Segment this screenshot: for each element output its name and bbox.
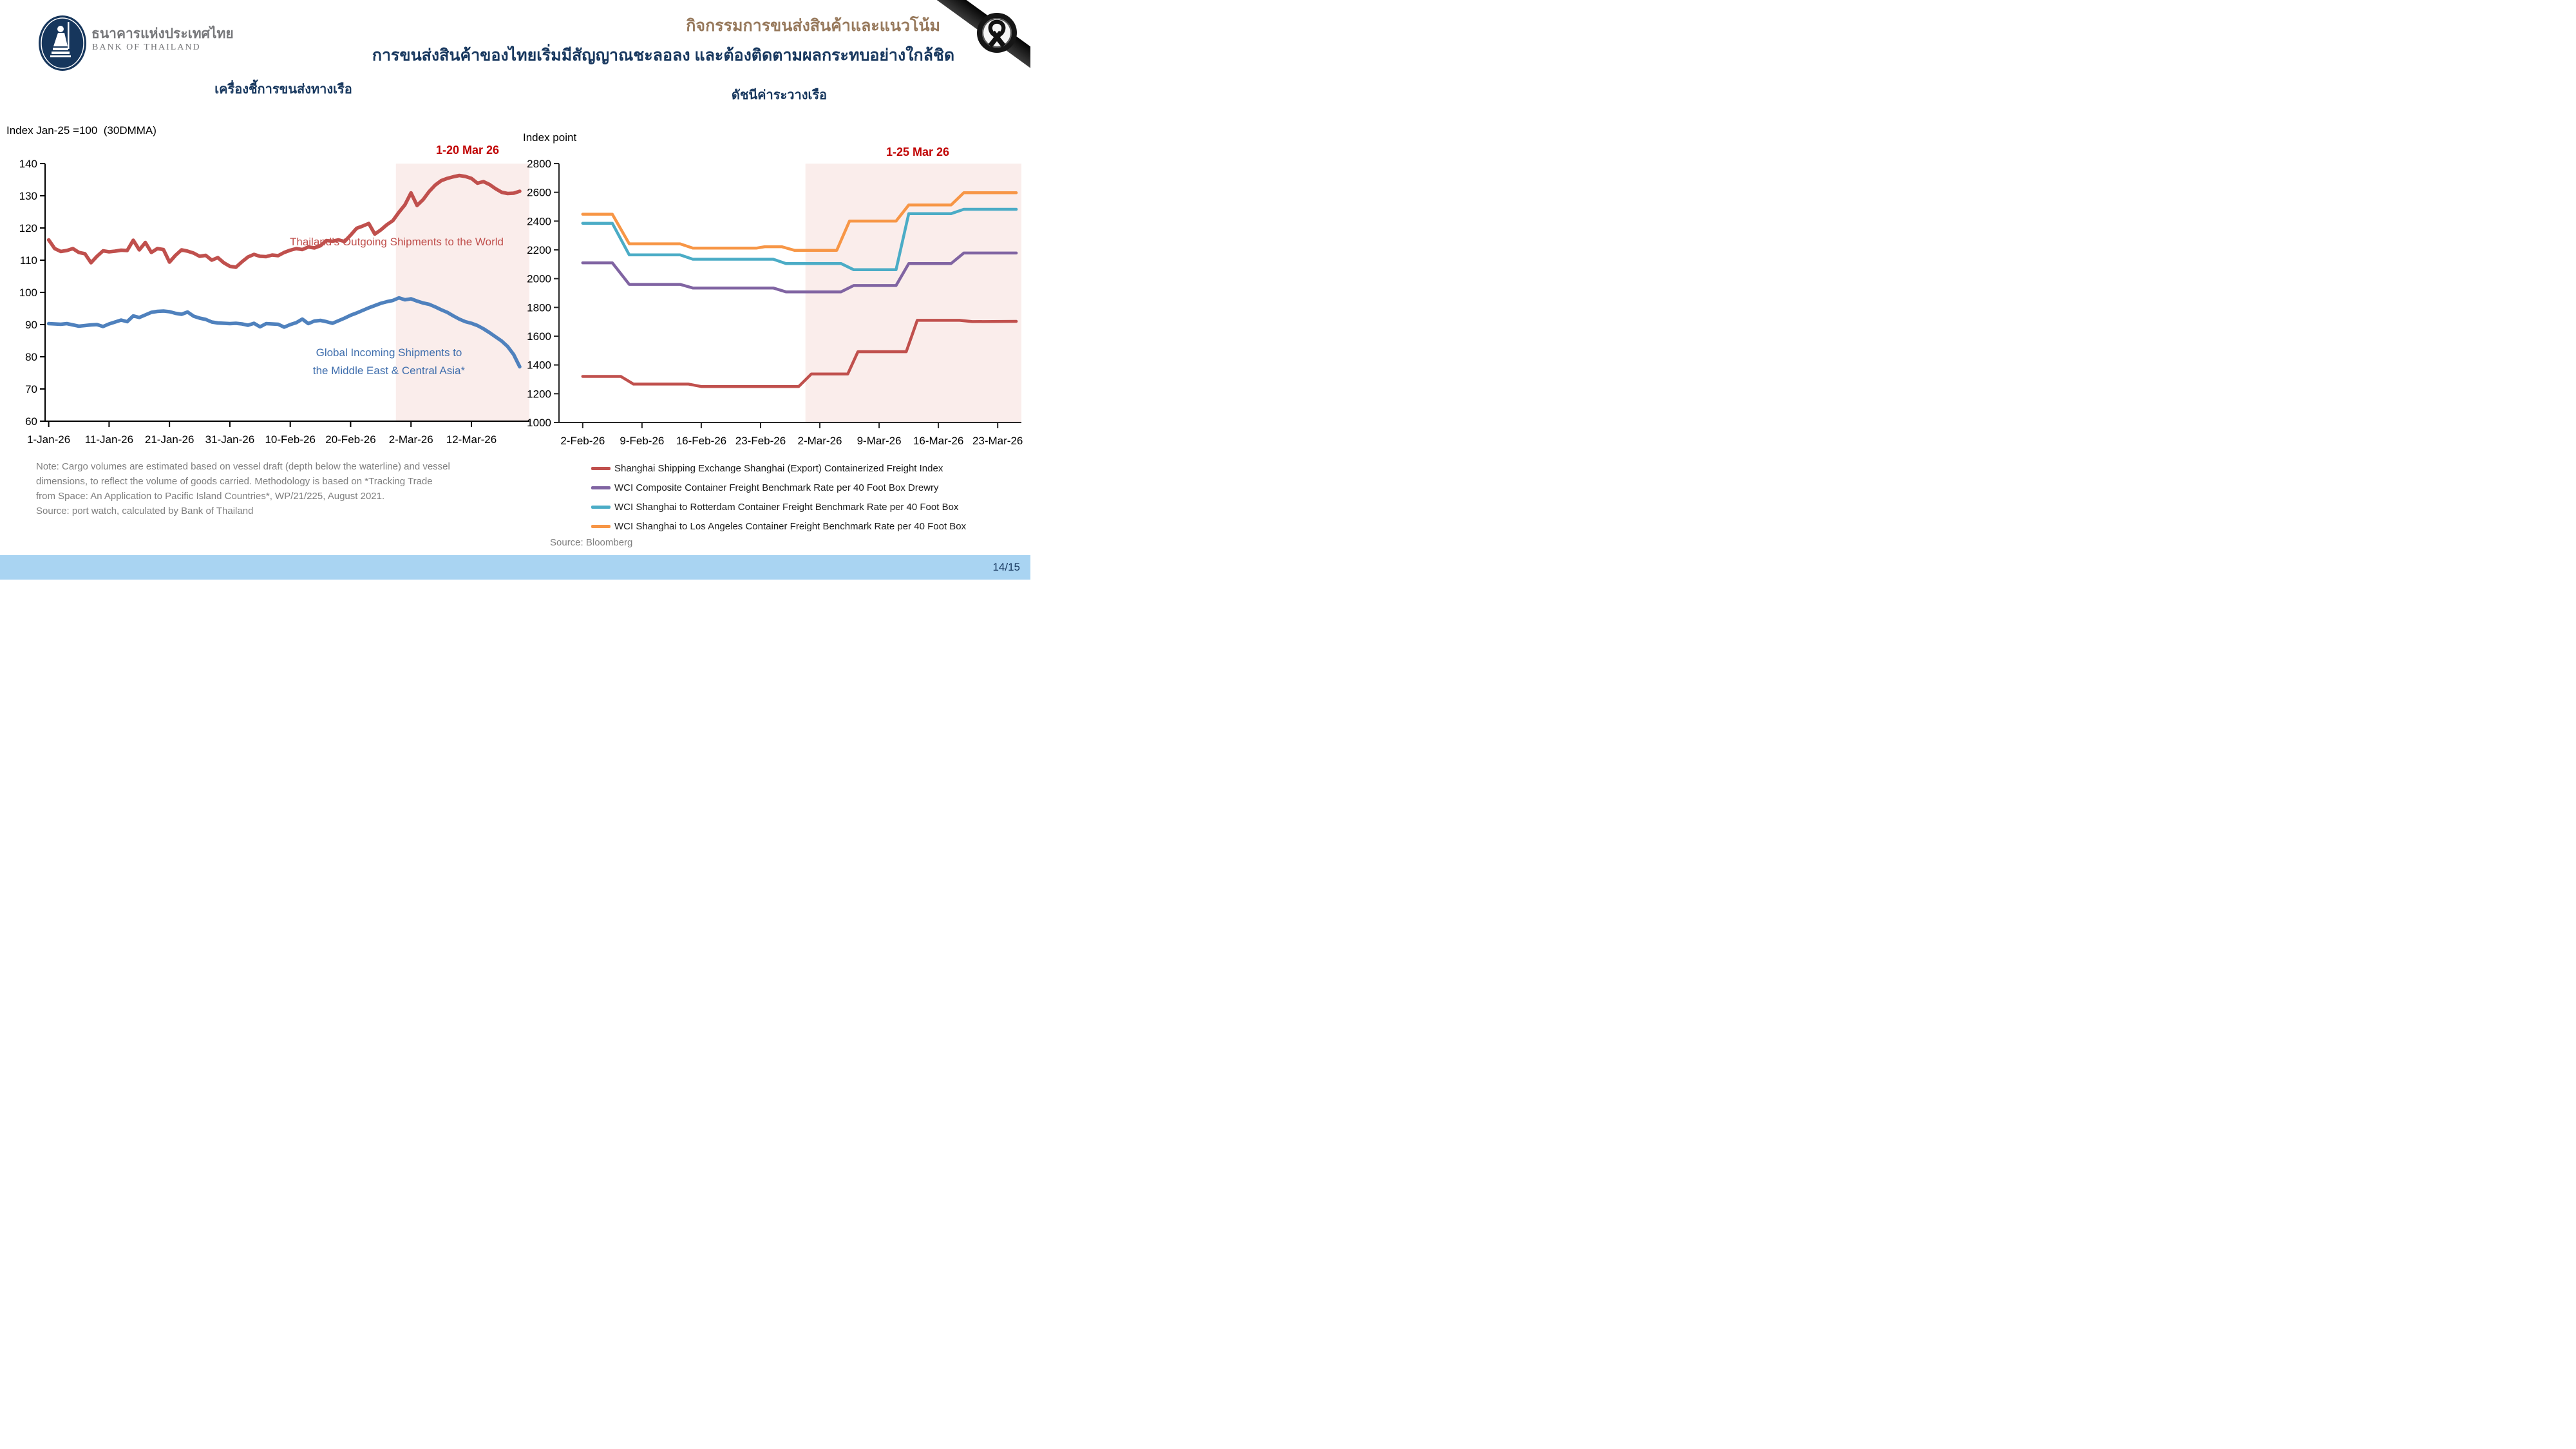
- x-tick-label: 20-Feb-26: [325, 433, 375, 446]
- y-tick-label: 110: [20, 254, 37, 267]
- x-tick-label: 2-Mar-26: [389, 433, 433, 446]
- legend-label: Shanghai Shipping Exchange Shanghai (Exp…: [614, 462, 943, 474]
- series-line: [46, 173, 522, 269]
- y-tick-label: 1000: [527, 417, 551, 429]
- left-chart-canvas: 60 70 80 90 100 110 120 130 140 1-Jan-26 11-Jan-26…: [19, 158, 529, 446]
- y-tick-label: 2400: [527, 215, 551, 227]
- y-tick-label: 1600: [527, 330, 551, 343]
- left-chart-y-axis-label: Index Jan-25 =100 (30DMMA): [6, 124, 156, 137]
- series-line: [581, 207, 1018, 272]
- right-chart-source: Source: Bloomberg: [550, 537, 633, 548]
- x-tick-label: 16-Mar-26: [913, 435, 963, 447]
- org-name-english: BANK OF THAILAND: [92, 43, 201, 52]
- y-tick-label: 140: [19, 158, 37, 170]
- legend-swatch-orange-icon: [591, 524, 611, 528]
- footer-bar: 14/15: [0, 555, 1030, 580]
- red-series-annotation: Thailand’s Outgoing Shipments to the Wor…: [289, 236, 504, 248]
- left-chart-highlight-label: 1-20 Mar 26: [435, 144, 500, 156]
- x-tick-label: 16-Feb-26: [676, 435, 726, 447]
- slide-page: ธนาคารแห่งประเทศไทย BANK OF THAILAND กิจ…: [0, 0, 1030, 580]
- x-tick-label: 12-Mar-26: [446, 433, 497, 446]
- series-line: [581, 319, 1018, 388]
- x-tick-label: 21-Jan-26: [145, 433, 194, 446]
- right-chart-highlight-label: 1-25 Mar 26: [886, 146, 950, 158]
- bank-of-thailand-emblem-icon: [41, 17, 84, 69]
- y-tick-label: 60: [25, 415, 37, 428]
- black-mourning-ribbon-icon: [988, 19, 1006, 48]
- legend-row: WCI Composite Container Freight Benchmar…: [591, 478, 966, 497]
- x-tick-label: 2-Feb-26: [560, 435, 605, 447]
- legend-swatch-red-icon: [591, 466, 611, 470]
- legend-row: Shanghai Shipping Exchange Shanghai (Exp…: [591, 459, 966, 478]
- y-tick-label: 100: [19, 287, 37, 299]
- series-line: [46, 296, 522, 369]
- right-chart-canvas: 1000 1200 1400 1600 1800 2000 2200 2400 2600 2800…: [527, 158, 1023, 447]
- legend-label: WCI Shanghai to Los Angeles Container Fr…: [614, 520, 967, 532]
- x-tick-label: 9-Feb-26: [620, 435, 664, 447]
- x-tick-label: 31-Jan-26: [205, 433, 255, 446]
- y-tick-label: 2800: [527, 158, 551, 170]
- series-line: [581, 251, 1018, 294]
- y-tick-label: 2000: [527, 273, 551, 285]
- note-line: from Space: An Application to Pacific Is…: [36, 491, 385, 502]
- blue-series-annotation-line1: Global Incoming Shipments to: [316, 346, 462, 359]
- y-tick-label: 1400: [527, 359, 551, 372]
- x-tick-label: 1-Jan-26: [27, 433, 70, 446]
- y-tick-label: 1200: [527, 388, 551, 400]
- legend-label: WCI Shanghai to Rotterdam Container Frei…: [614, 501, 959, 513]
- legend-row: WCI Shanghai to Los Angeles Container Fr…: [591, 516, 966, 536]
- legend-swatch-teal-icon: [591, 505, 611, 509]
- left-chart-subtitle: เครื่องชี้การขนส่งทางเรือ: [214, 82, 352, 97]
- legend-row: WCI Shanghai to Rotterdam Container Frei…: [591, 497, 966, 516]
- series-line: [581, 191, 1018, 252]
- y-tick-label: 120: [19, 222, 37, 234]
- note-block: Note: Cargo volumes are estimated based …: [36, 459, 474, 518]
- right-chart-y-axis-label: Index point: [523, 131, 577, 144]
- y-tick-label: 2600: [527, 187, 551, 199]
- org-name-thai: ธนาคารแห่งประเทศไทย: [91, 26, 234, 41]
- note-line: dimensions, to reflect the volume of goo…: [36, 476, 433, 487]
- legend-label: WCI Composite Container Freight Benchmar…: [614, 482, 939, 493]
- right-chart-subtitle: ดัชนีค่าระวางเรือ: [731, 88, 828, 102]
- x-tick-label: 23-Feb-26: [735, 435, 786, 447]
- y-tick-label: 1800: [527, 301, 551, 314]
- y-tick-label: 80: [25, 351, 37, 363]
- x-tick-label: 10-Feb-26: [265, 433, 315, 446]
- mourning-ribbon-corner: [937, 0, 1030, 87]
- note-line: Note: Cargo volumes are estimated based …: [36, 461, 450, 472]
- right-chart-legend: Shanghai Shipping Exchange Shanghai (Exp…: [591, 459, 966, 536]
- blue-series-annotation: Global Incoming Shipments to the Middle …: [286, 344, 492, 380]
- x-tick-label: 23-Mar-26: [972, 435, 1023, 447]
- note-line: Source: port watch, calculated by Bank o…: [36, 506, 254, 516]
- legend-swatch-purple-icon: [591, 486, 611, 489]
- slide-title-line2: การขนส่งสินค้าของไทยเริ่มมีสัญญาณชะลอลง …: [372, 46, 955, 64]
- y-tick-label: 90: [25, 319, 37, 331]
- y-tick-label: 70: [25, 383, 37, 395]
- x-tick-label: 11-Jan-26: [85, 433, 133, 446]
- page-number: 14/15: [992, 561, 1020, 573]
- y-tick-label: 2200: [527, 244, 551, 256]
- bank-of-thailand-logo: [39, 15, 86, 71]
- mourning-ribbon-badge: [977, 13, 1017, 53]
- x-tick-label: 2-Mar-26: [798, 435, 842, 447]
- blue-series-annotation-line2: the Middle East & Central Asia*: [312, 365, 466, 377]
- y-tick-label: 130: [19, 190, 37, 202]
- x-tick-label: 9-Mar-26: [857, 435, 902, 447]
- slide-title-line1: กิจกรรมการขนส่งสินค้าและแนวโน้ม: [686, 17, 940, 35]
